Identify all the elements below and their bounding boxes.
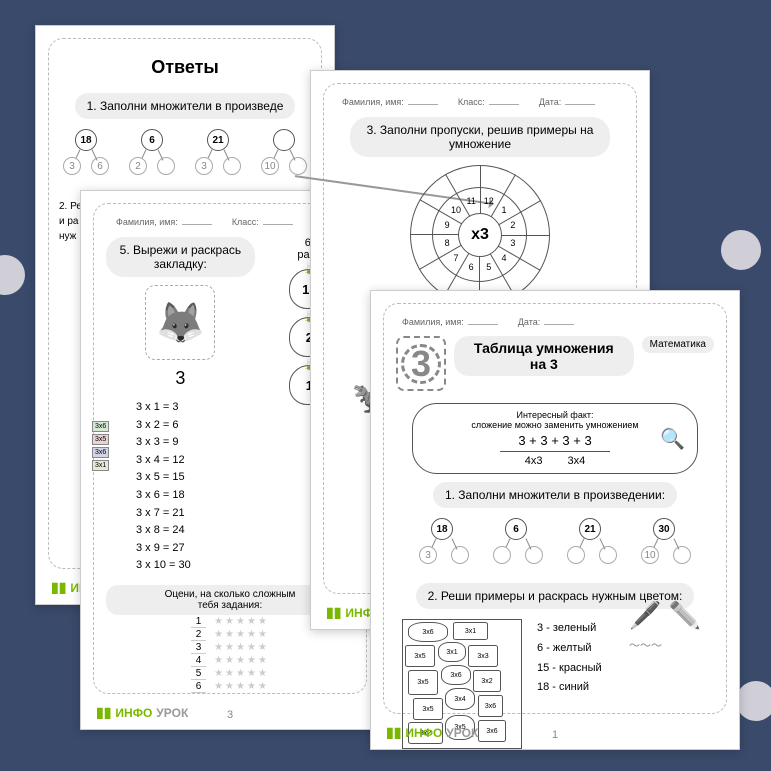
magnifier-icon: 🔍	[660, 426, 685, 451]
big-digit-3: 3	[396, 336, 446, 391]
brand-footer: ▮▮ИНФОУРОК	[386, 724, 478, 741]
tools-illustration: 🖊️ ✏️～～～	[629, 600, 701, 653]
number-bond: 21	[563, 518, 621, 573]
task1-label: 1. Заполни множители в произведении:	[433, 482, 677, 508]
page-number: 1	[552, 729, 558, 741]
bg-dot	[721, 230, 761, 270]
subject-badge: Математика	[642, 336, 714, 353]
number-bond: 213	[191, 129, 245, 184]
left-labels: 3x6 3x5 3x6 3x1	[92, 419, 109, 473]
number-bond: 183	[415, 518, 473, 573]
number-bonds-row: 183 6 21 3010	[392, 518, 718, 573]
color-legend: 3 - зеленый6 - желтый15 - красный18 - си…	[537, 619, 602, 749]
fact-box: Интересный факт: сложение можно заменить…	[412, 403, 698, 474]
fox-illustration	[145, 285, 215, 360]
worksheet-main: Фамилия, имя: Дата: 3 Таблица умножения …	[370, 290, 740, 750]
bg-dot	[736, 681, 771, 721]
number-bond: 1836	[59, 129, 113, 184]
main-title: Таблица умножения на 3	[454, 336, 634, 376]
multiplication-table: 3 x 1 = 33 x 2 = 63 x 3 = 93 x 4 = 123 x…	[136, 399, 255, 575]
page-number: 3	[227, 709, 233, 721]
number-bond: 6	[489, 518, 547, 573]
number-bond: 3010	[637, 518, 695, 573]
wheel-center: x3	[458, 213, 502, 257]
brand-footer: ▮▮ИНФОУРОК	[96, 704, 188, 721]
number-bonds-row: 18366221310	[59, 129, 311, 184]
task5-label: 5. Вырежи и раскрась закладку:	[106, 237, 255, 277]
multiplication-wheel: 121234567891011 x3	[410, 165, 550, 305]
header-fields: Фамилия, имя: Класс: Дата:	[332, 92, 628, 112]
number-bond: 62	[125, 129, 179, 184]
title-area: Таблица умножения на 3	[454, 336, 634, 376]
answers-title: Ответы	[59, 57, 311, 78]
bg-dot	[0, 255, 25, 295]
bookmark-number: 3	[106, 368, 255, 389]
task1-label: 1. Заполни множители в произведе	[75, 93, 296, 119]
header-fields: Фамилия, имя: Дата:	[392, 312, 718, 332]
page-border: Фамилия, имя: Дата: 3 Таблица умножения …	[383, 303, 727, 714]
task3-label: 3. Заполни пропуски, решив примеры на ум…	[350, 117, 610, 157]
